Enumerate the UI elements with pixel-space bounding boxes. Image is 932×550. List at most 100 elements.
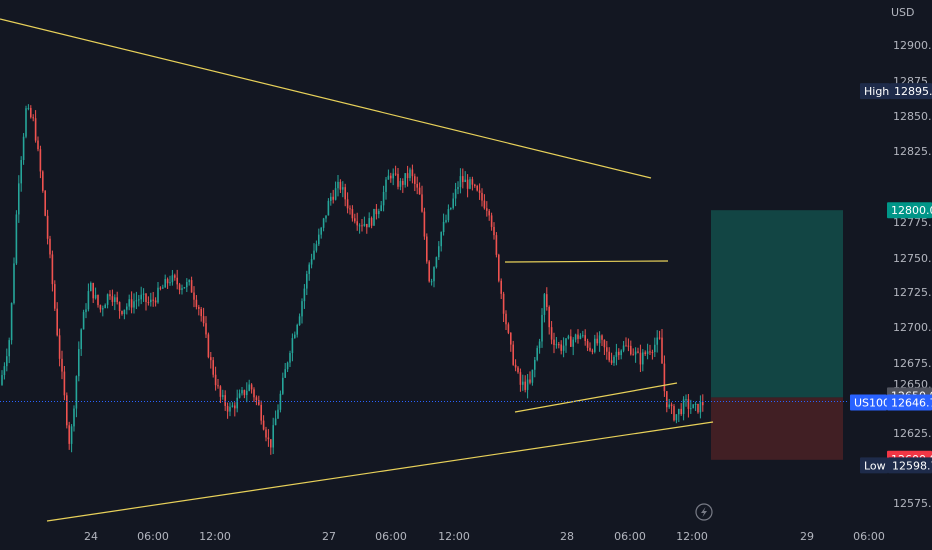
inner-support-line[interactable] <box>514 382 678 413</box>
trendlines[interactable] <box>0 18 714 522</box>
candle-body <box>442 221 445 233</box>
candle-body <box>404 173 406 185</box>
candle-body <box>166 279 169 284</box>
last-name-badge-text: US100 <box>854 397 890 410</box>
candle-body <box>603 339 606 348</box>
candle-body <box>421 194 423 212</box>
candle-body <box>397 173 399 187</box>
candle-body <box>351 209 354 219</box>
high-name-badge: High <box>860 83 890 100</box>
low-name-badge-bg <box>860 457 888 474</box>
candle-body <box>697 403 699 413</box>
candle-body <box>25 108 27 137</box>
candle-body <box>534 359 536 370</box>
candle-body <box>222 395 224 397</box>
position-zones <box>711 210 843 460</box>
candle-body <box>555 344 558 346</box>
time-axis[interactable]: 24 06:00 12:00 27 06:00 12:00 28 06:00 12:00 29 06… <box>84 530 885 543</box>
candle-body <box>152 299 154 301</box>
candle-body <box>142 293 145 295</box>
candle-body <box>301 301 303 317</box>
candle-body <box>694 403 697 405</box>
candle-body <box>8 340 10 357</box>
candle-body <box>517 367 519 373</box>
candle-body <box>178 284 181 291</box>
y-tick-label: 12625.0 <box>893 427 932 440</box>
candle-body <box>450 207 452 210</box>
horizontal-resistance-line[interactable] <box>504 260 669 263</box>
upper-trendline[interactable] <box>0 18 652 179</box>
candle-body <box>85 309 87 313</box>
last-name-badge-bg <box>850 394 887 411</box>
candle-body <box>414 176 416 184</box>
candle-body <box>488 210 490 216</box>
candle-body <box>313 250 315 260</box>
candle-body <box>30 108 32 118</box>
candle-body <box>637 351 639 353</box>
candle-body <box>464 179 466 183</box>
candle-body <box>562 345 565 351</box>
y-tick-label: 12750.0 <box>893 252 932 265</box>
candle-body <box>82 312 85 330</box>
candle-body <box>526 379 529 390</box>
candle-body <box>673 406 675 421</box>
candle-body <box>402 181 404 185</box>
candle-body <box>318 234 320 245</box>
candle-body <box>658 337 661 339</box>
x-tick-label: 06:00 <box>614 530 646 543</box>
x-tick-label: 29 <box>800 530 814 543</box>
candle-body <box>18 183 20 215</box>
candle-body <box>169 282 171 284</box>
candle-body <box>330 196 332 201</box>
candle-body <box>675 414 678 421</box>
candle-body <box>291 338 294 354</box>
candle-body <box>598 335 601 344</box>
last-value-badge-text: 12646.7 <box>891 397 932 410</box>
candle-body <box>265 429 267 438</box>
candle-body <box>27 108 30 110</box>
candle-body <box>589 347 591 351</box>
candle-body <box>627 345 630 347</box>
candle-body <box>234 405 236 409</box>
candle-body <box>423 211 426 237</box>
x-tick-label: 27 <box>322 530 336 543</box>
candle-body <box>255 397 258 401</box>
lower-trendline[interactable] <box>46 421 714 522</box>
candle-body <box>428 261 430 282</box>
candle-body <box>289 353 291 363</box>
candle-body <box>219 386 222 397</box>
price-axis[interactable]: USD 12575.012625.012650.012675.012700.01… <box>891 6 932 510</box>
y-tick-label: 12725.0 <box>893 286 932 299</box>
candle-body <box>514 364 517 368</box>
y-tick-label: 12700.0 <box>893 321 932 334</box>
candle-body <box>90 282 92 292</box>
low-value-badge-text: 12598.7 <box>892 459 932 472</box>
candle-body <box>493 226 495 236</box>
candle-body <box>49 238 51 255</box>
candle-body <box>253 389 255 398</box>
candle-body <box>284 369 286 378</box>
candle-body <box>109 294 111 297</box>
y-tick-label: 12900.0 <box>893 39 932 52</box>
candle-body <box>524 381 526 390</box>
y-tick-label: 12775.0 <box>893 216 932 229</box>
candle-body <box>476 186 478 191</box>
lightning-icon[interactable] <box>695 503 713 521</box>
candle-body <box>615 351 618 357</box>
candle-body <box>224 395 226 406</box>
candle-body <box>584 335 586 341</box>
candle-body <box>558 344 560 346</box>
candle-body <box>644 352 646 354</box>
candle-body <box>656 337 658 345</box>
candle-body <box>392 173 394 179</box>
candle-body <box>3 366 6 376</box>
candle-body <box>13 263 15 304</box>
candle-body <box>118 302 121 312</box>
candle-body <box>577 334 579 339</box>
candle-body <box>380 205 382 211</box>
candle-body <box>565 338 567 346</box>
x-tick-label: 24 <box>84 530 98 543</box>
candle-body <box>546 294 548 307</box>
candle-body <box>58 335 61 359</box>
